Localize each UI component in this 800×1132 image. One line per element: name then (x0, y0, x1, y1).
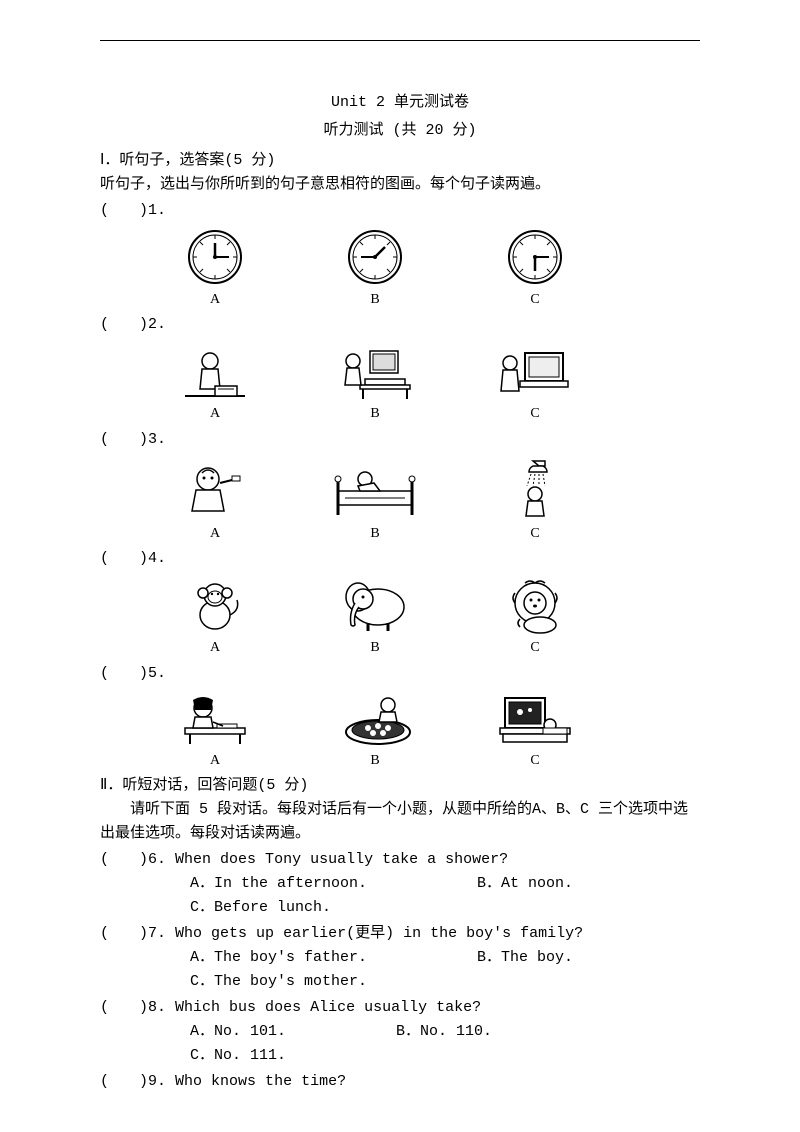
q4-images: A B C (100, 575, 700, 659)
person-studying-icon (180, 341, 250, 401)
person-sleeping-icon (495, 690, 575, 748)
q5-images: A B C (100, 690, 700, 772)
q1-option-b: B (330, 227, 420, 311)
page-title: Unit 2 单元测试卷 (100, 91, 700, 115)
q4-option-a: A (170, 575, 260, 659)
section-1-instruction: 听句子，选出与你所听到的句子意思相符的图画。每个句子读两遍。 (100, 173, 700, 197)
page-subtitle: 听力测试 (共 20 分) (100, 119, 700, 143)
q4-option-b: B (330, 575, 420, 659)
q3-images: A B C (100, 456, 700, 545)
section-1-heading: Ⅰ．听句子，选答案(5 分) (100, 149, 700, 173)
person-bed-icon (330, 461, 420, 521)
question-1: ( )1. (100, 199, 700, 223)
q2-option-b: B (330, 341, 420, 425)
q1-option-a: A (170, 227, 260, 311)
section-2-heading: Ⅱ．听短对话，回答问题(5 分) (100, 774, 700, 798)
q4-option-c: C (490, 575, 580, 659)
elephant-icon (333, 575, 418, 635)
q5-option-c: C (490, 690, 580, 772)
clock-icon (185, 227, 245, 287)
clock-icon (505, 227, 565, 287)
horizontal-rule (100, 40, 700, 41)
question-2: ( )2. (100, 313, 700, 337)
person-eating-icon (333, 690, 418, 748)
q2-option-a: A (170, 341, 260, 425)
section-2-instruction: 请听下面 5 段对话。每段对话后有一个小题，从题中所给的A、B、C 三个选项中选… (100, 798, 700, 846)
lion-icon (500, 575, 570, 635)
person-writing-icon (175, 690, 255, 748)
q1-option-c: C (490, 227, 580, 311)
person-brushing-icon (178, 461, 253, 521)
person-computer-icon (335, 341, 415, 401)
q2-images: A B C (100, 341, 700, 425)
monkey-icon (185, 575, 245, 635)
clock-icon (345, 227, 405, 287)
person-shower-icon (505, 456, 565, 521)
question-7: ( )7. Who gets up earlier(更早) in the boy… (100, 922, 700, 994)
question-3: ( )3. (100, 428, 700, 452)
q5-option-b: B (330, 690, 420, 772)
question-9: ( )9. Who knows the time? (100, 1070, 700, 1094)
question-8: ( )8. Which bus does Alice usually take?… (100, 996, 700, 1068)
person-tv-icon (495, 341, 575, 401)
question-4: ( )4. (100, 547, 700, 571)
q1-images: A B (100, 227, 700, 311)
question-6: ( )6. When does Tony usually take a show… (100, 848, 700, 920)
question-5: ( )5. (100, 662, 700, 686)
q3-option-c: C (490, 456, 580, 545)
q2-option-c: C (490, 341, 580, 425)
q3-option-b: B (330, 461, 420, 545)
q5-option-a: A (170, 690, 260, 772)
q3-option-a: A (170, 461, 260, 545)
